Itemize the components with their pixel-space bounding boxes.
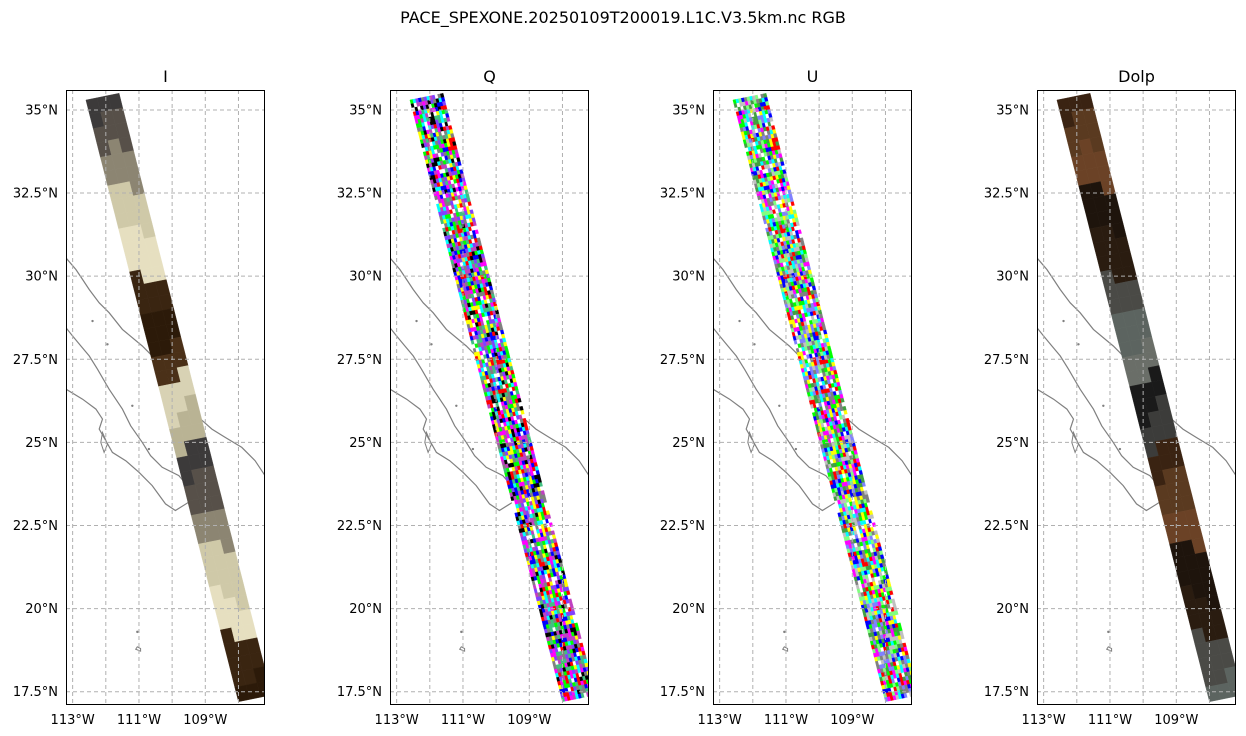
ytick-label-7: 20°N <box>672 602 705 617</box>
coastline-island <box>458 646 466 652</box>
island-mark-5 <box>136 630 139 634</box>
ytick-label-4: 27.5°N <box>337 353 382 368</box>
island-mark-1 <box>91 319 94 323</box>
ytick-label-7: 20°N <box>25 602 58 617</box>
panel-frame <box>713 90 912 705</box>
xtick-label-1: 113°W <box>698 713 742 728</box>
xtick-label-1: 113°W <box>1022 713 1066 728</box>
ytick-label-5: 25°N <box>996 436 1029 451</box>
ytick-label-4: 27.5°N <box>13 353 58 368</box>
panel-frame <box>390 90 589 705</box>
island-mark-4 <box>471 447 475 451</box>
xtick-label-3: 109°W <box>830 713 874 728</box>
ytick-label-6: 22.5°N <box>984 519 1029 534</box>
panel-frame <box>66 90 265 705</box>
figure-title: PACE_SPEXONE.20250109T200019.L1C.V3.5km.… <box>400 8 846 27</box>
island-mark-5 <box>1107 630 1110 634</box>
island-mark-1 <box>415 319 418 323</box>
panel-title: U <box>807 67 819 86</box>
ytick-label-2: 32.5°N <box>13 187 58 202</box>
island-mark-3 <box>1102 404 1105 408</box>
ytick-label-2: 32.5°N <box>984 187 1029 202</box>
map-panel-4: Dolp 35°N 32.5°N 30°N 27.5°N 25°N 22.5°N 20°N 17… <box>984 67 1236 728</box>
island-mark-2 <box>430 343 433 346</box>
xtick-label-1: 113°W <box>375 713 419 728</box>
panel-title: I <box>163 67 168 86</box>
ytick-label-6: 22.5°N <box>660 519 705 534</box>
island-mark-3 <box>131 404 134 408</box>
swath-u <box>732 93 912 702</box>
island-mark-5 <box>460 630 463 634</box>
ytick-label-7: 20°N <box>996 602 1029 617</box>
swath-dolp <box>1056 93 1236 702</box>
island-mark-4 <box>794 447 798 451</box>
ytick-label-8: 17.5°N <box>337 685 382 700</box>
xtick-label-2: 111°W <box>441 713 485 728</box>
xtick-label-2: 111°W <box>764 713 808 728</box>
gridlines <box>1037 90 1236 705</box>
ytick-label-1: 35°N <box>672 103 705 118</box>
coastline-island <box>134 646 142 652</box>
ytick-label-3: 30°N <box>996 270 1029 285</box>
ytick-label-2: 32.5°N <box>337 187 382 202</box>
island-mark-5 <box>783 630 786 634</box>
ytick-label-6: 22.5°N <box>337 519 382 534</box>
gridlines <box>66 90 265 705</box>
map-panel-3: U 35°N 32.5°N 30°N 27.5°N 25°N 22.5°N 20°N 17.5°… <box>660 67 912 728</box>
map-panel-2: Q 35°N 32.5°N 30°N 27.5°N 25°N 22.5°N 20°N 17.5°… <box>337 67 589 728</box>
ytick-label-5: 25°N <box>349 436 382 451</box>
ytick-label-6: 22.5°N <box>13 519 58 534</box>
island-mark-2 <box>106 343 109 346</box>
panel-frame <box>1037 90 1236 705</box>
xtick-label-3: 109°W <box>507 713 551 728</box>
xtick-label-3: 109°W <box>1154 713 1198 728</box>
ytick-label-8: 17.5°N <box>660 685 705 700</box>
ytick-label-4: 27.5°N <box>984 353 1029 368</box>
island-mark-1 <box>738 319 741 323</box>
gridlines <box>390 90 589 705</box>
island-mark-2 <box>753 343 756 346</box>
ytick-label-5: 25°N <box>672 436 705 451</box>
ytick-label-1: 35°N <box>996 103 1029 118</box>
ytick-label-1: 35°N <box>25 103 58 118</box>
swath-i <box>85 93 265 702</box>
panel-title: Dolp <box>1118 67 1155 86</box>
panel-title: Q <box>483 67 496 86</box>
xtick-label-3: 109°W <box>183 713 227 728</box>
swath-q <box>409 93 589 702</box>
ytick-label-8: 17.5°N <box>984 685 1029 700</box>
island-mark-3 <box>455 404 458 408</box>
coastline-island <box>781 646 789 652</box>
ytick-label-4: 27.5°N <box>660 353 705 368</box>
island-mark-1 <box>1062 319 1065 323</box>
ytick-label-7: 20°N <box>349 602 382 617</box>
island-mark-3 <box>778 404 781 408</box>
ytick-label-3: 30°N <box>25 270 58 285</box>
xtick-label-1: 113°W <box>51 713 95 728</box>
xtick-label-2: 111°W <box>117 713 161 728</box>
ytick-label-5: 25°N <box>25 436 58 451</box>
xtick-label-2: 111°W <box>1088 713 1132 728</box>
ytick-label-8: 17.5°N <box>13 685 58 700</box>
island-mark-4 <box>147 447 151 451</box>
map-panel-1: I 35°N 32.5°N 30°N 27.5°N 25°N 22.5°N 20°N 17.5°… <box>13 67 265 728</box>
ytick-label-2: 32.5°N <box>660 187 705 202</box>
island-mark-4 <box>1118 447 1122 451</box>
gridlines <box>713 90 912 705</box>
ytick-label-1: 35°N <box>349 103 382 118</box>
ytick-label-3: 30°N <box>672 270 705 285</box>
island-mark-2 <box>1077 343 1080 346</box>
ytick-label-3: 30°N <box>349 270 382 285</box>
coastline-island <box>1105 646 1113 652</box>
